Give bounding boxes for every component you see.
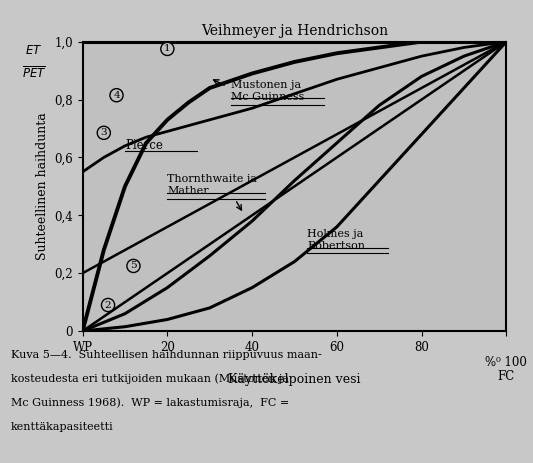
Text: Mc Guinness 1968).  WP = lakastumisraja,  FC =: Mc Guinness 1968). WP = lakastumisraja, … <box>11 398 289 408</box>
Text: 4: 4 <box>113 91 120 100</box>
X-axis label: Käyttökelpoinen vesi: Käyttökelpoinen vesi <box>228 373 361 386</box>
Y-axis label: Suhteellinen haihdunta: Suhteellinen haihdunta <box>36 113 49 260</box>
Text: $\overline{PET}$: $\overline{PET}$ <box>22 66 46 81</box>
Text: Pierce: Pierce <box>125 139 163 152</box>
Text: $ET$: $ET$ <box>25 44 43 57</box>
Text: 1: 1 <box>164 44 171 53</box>
Text: Mustonen ja
Mc Guinness: Mustonen ja Mc Guinness <box>231 80 304 102</box>
Text: Thornthwaite ja
Mather: Thornthwaite ja Mather <box>167 174 257 196</box>
Text: 3: 3 <box>101 128 107 138</box>
Text: kenttäkapasiteetti: kenttäkapasiteetti <box>11 422 114 432</box>
Text: FC: FC <box>498 370 515 383</box>
Text: kosteudesta eri tutkijoiden mukaan (Mustonen ja: kosteudesta eri tutkijoiden mukaan (Must… <box>11 374 289 384</box>
Text: 5: 5 <box>130 262 137 270</box>
Text: Holmes ja
Robertson: Holmes ja Robertson <box>307 229 365 250</box>
Text: 2: 2 <box>104 300 111 309</box>
Text: Kuva 5—4.  Suhteellisen haihdunnan riippuvuus maan-: Kuva 5—4. Suhteellisen haihdunnan riippu… <box>11 350 321 360</box>
Text: %⁰ 100: %⁰ 100 <box>486 356 527 369</box>
Title: Veihmeyer ja Hendrichson: Veihmeyer ja Hendrichson <box>201 24 388 38</box>
